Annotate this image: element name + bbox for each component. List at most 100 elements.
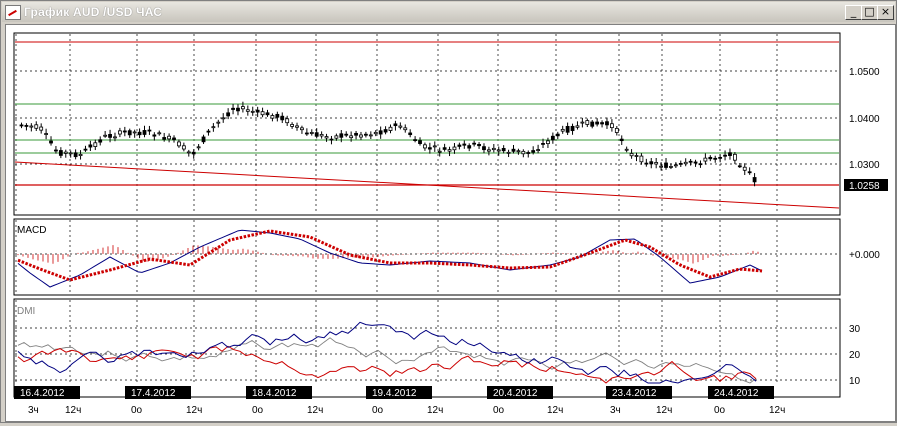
time-tick: 12ч xyxy=(769,405,785,416)
candle-body xyxy=(408,132,413,136)
candle-body xyxy=(659,165,663,168)
candle-body xyxy=(669,166,673,168)
candle-body xyxy=(221,117,226,120)
candle-body xyxy=(78,153,83,157)
candle-body xyxy=(344,133,349,136)
candle-body xyxy=(54,149,58,152)
close-button[interactable]: × xyxy=(877,5,894,20)
dmi-panel xyxy=(13,298,841,398)
candle-body xyxy=(486,149,491,152)
candle-body xyxy=(654,162,659,165)
macd-series xyxy=(17,229,763,288)
candle-body xyxy=(304,132,309,135)
candle-body xyxy=(580,121,585,124)
candle-body xyxy=(329,138,334,141)
candle-body xyxy=(550,135,555,141)
candle-body xyxy=(718,156,723,159)
candle-body xyxy=(560,128,565,132)
candle-body xyxy=(585,120,590,125)
candle-body xyxy=(211,126,216,129)
candle-body xyxy=(88,144,93,148)
candle-body xyxy=(339,133,344,138)
candle-body xyxy=(713,157,718,160)
candle-body xyxy=(216,121,221,124)
candle-body xyxy=(373,131,378,135)
candle-body xyxy=(575,125,580,128)
adx-line xyxy=(17,337,757,384)
candle-body xyxy=(19,124,24,127)
candle-body xyxy=(236,107,240,112)
maximize-button[interactable]: □ xyxy=(861,5,878,20)
chart-area[interactable]: 1.0500 1.0400 1.0300 1.0258 MACD +0.000 … xyxy=(5,24,896,422)
time-tick: 12ч xyxy=(547,405,563,416)
candle-body xyxy=(368,134,373,137)
minimize-button[interactable]: _ xyxy=(845,5,862,20)
date-label: 16.4.2012 xyxy=(20,388,65,399)
candle-body xyxy=(127,130,132,136)
candle-body xyxy=(423,144,427,149)
candle-body xyxy=(24,125,29,127)
macd-line xyxy=(17,229,763,288)
candle-body xyxy=(531,150,536,153)
candle-body xyxy=(196,146,201,149)
dmi-tick-10: 10 xyxy=(849,376,861,387)
candle-body xyxy=(708,156,713,160)
candle-body xyxy=(98,139,103,143)
title-bar[interactable]: График AUD /USD ЧАС _ □ × xyxy=(2,2,895,22)
candle-body xyxy=(314,132,319,137)
current-price-badge xyxy=(844,179,888,191)
candle-body xyxy=(162,137,167,140)
dmi-label: DMI xyxy=(17,306,35,317)
candle-body xyxy=(521,150,526,155)
candle-body xyxy=(605,121,609,126)
candle-body xyxy=(275,113,280,118)
dmi-tick-20: 20 xyxy=(849,350,861,361)
date-label: 23.4.2012 xyxy=(612,388,657,399)
candle-body xyxy=(280,115,285,121)
candle-body xyxy=(688,160,693,163)
current-price-label: 1.0258 xyxy=(849,181,880,192)
candle-body xyxy=(359,134,363,138)
candle-body xyxy=(142,130,147,135)
candle-body xyxy=(457,144,462,147)
candle-body xyxy=(590,121,595,127)
candle-body xyxy=(728,152,732,156)
candle-body xyxy=(181,145,186,150)
candle-body xyxy=(152,134,157,137)
candle-body xyxy=(39,126,44,131)
chart-canvas[interactable]: 1.0500 1.0400 1.0300 1.0258 MACD +0.000 … xyxy=(6,25,895,421)
candle-body xyxy=(29,125,34,128)
candle-body xyxy=(737,165,742,168)
dmi-minus-line xyxy=(17,345,757,384)
candle-body xyxy=(118,130,122,135)
candle-body xyxy=(610,123,614,129)
candle-body xyxy=(191,151,196,155)
candle-body xyxy=(240,106,245,110)
candle-body xyxy=(511,148,516,152)
macd-label: MACD xyxy=(17,225,46,236)
candle-body xyxy=(177,141,181,147)
price-tick-3: 1.0300 xyxy=(849,160,880,171)
candle-body xyxy=(63,151,68,154)
candle-body xyxy=(747,171,752,174)
candle-body xyxy=(270,115,275,119)
candle-body xyxy=(44,133,48,135)
candle-body xyxy=(206,130,211,133)
time-tick: 0о xyxy=(131,405,143,416)
candle-body xyxy=(516,150,521,153)
macd-zero-label: +0.000 xyxy=(849,250,880,261)
candle-body xyxy=(432,145,437,148)
candle-body xyxy=(678,163,683,165)
horizontal-levels xyxy=(14,41,840,209)
time-tick: 3ч xyxy=(610,405,621,416)
candle-body xyxy=(619,138,624,142)
candle-body xyxy=(418,140,422,144)
candle-body xyxy=(319,134,324,137)
candle-body xyxy=(546,140,550,145)
candle-body xyxy=(103,134,108,137)
time-axis: 3ч 12ч 0о 12ч 0о 12ч 0о 12ч 0о 12ч 3ч 12… xyxy=(28,405,785,416)
candle-body xyxy=(570,125,575,132)
candle-body xyxy=(595,121,600,125)
candle-body xyxy=(427,147,432,150)
date-label: 19.4.2012 xyxy=(372,388,417,399)
